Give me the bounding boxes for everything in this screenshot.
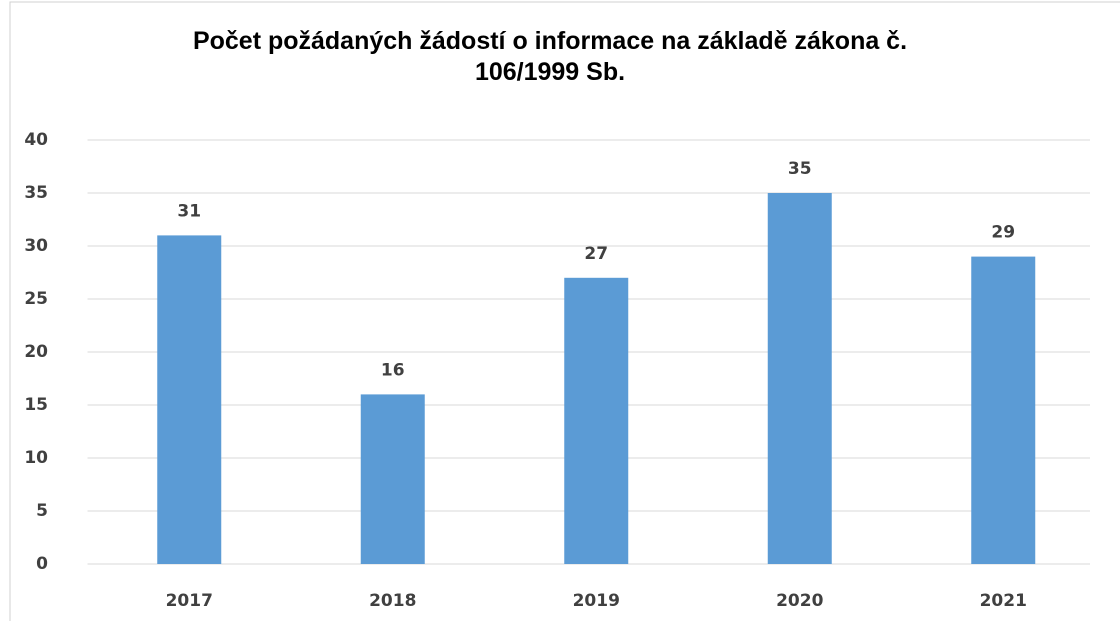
y-tick-label: 10 xyxy=(24,448,48,468)
data-label: 16 xyxy=(381,360,405,380)
data-label: 35 xyxy=(788,159,812,179)
x-tick-label: 2018 xyxy=(369,591,416,611)
y-tick-label: 35 xyxy=(24,183,48,203)
bar xyxy=(157,235,222,564)
bar xyxy=(971,256,1036,564)
chart-title: Počet požádaných žádostí o informace na … xyxy=(192,27,908,86)
y-tick-label: 25 xyxy=(24,289,48,309)
x-tick-label: 2019 xyxy=(573,591,620,611)
y-tick-label: 20 xyxy=(24,342,48,362)
y-tick-label: 0 xyxy=(36,554,48,574)
data-label: 31 xyxy=(177,201,201,221)
y-tick-label: 30 xyxy=(24,236,48,256)
bar xyxy=(360,394,425,564)
x-tick-label: 2021 xyxy=(980,591,1027,611)
x-tick-label: 2020 xyxy=(776,591,823,611)
chart-frame xyxy=(9,1,1120,621)
bar xyxy=(767,193,832,564)
bar xyxy=(564,277,629,564)
x-tick-label: 2017 xyxy=(166,591,213,611)
y-tick-label: 15 xyxy=(24,395,48,415)
y-tick-label: 40 xyxy=(24,130,48,150)
y-tick-label: 5 xyxy=(36,501,48,521)
data-label: 27 xyxy=(584,244,608,264)
data-label: 29 xyxy=(991,223,1015,243)
